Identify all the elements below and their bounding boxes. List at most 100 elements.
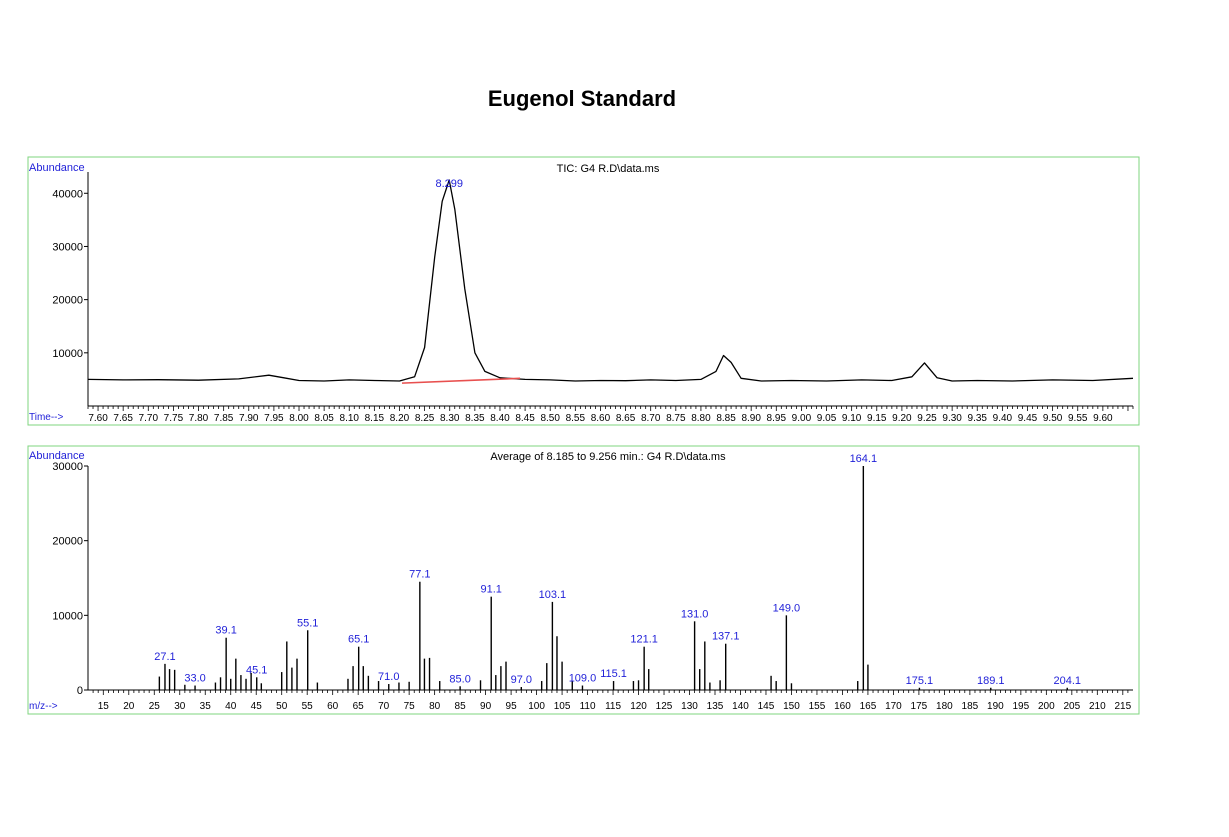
tic-x-tick-label: 9.55 — [1068, 413, 1088, 424]
tic-x-tick-label: 8.10 — [340, 413, 360, 424]
ms-peak-label: 55.1 — [297, 617, 318, 629]
ms-peak-label: 109.0 — [569, 673, 597, 685]
tic-x-tick-label: 8.35 — [465, 413, 485, 424]
ms-peak-label: 164.1 — [850, 453, 878, 465]
ms-x-tick-label: 65 — [353, 701, 365, 712]
ms-y-tick-label: 0 — [77, 685, 83, 697]
tic-x-tick-label: 8.40 — [490, 413, 510, 424]
ms-x-tick-label: 135 — [707, 701, 724, 712]
tic-x-tick-label: 7.80 — [189, 413, 209, 424]
ms-peak-label: 45.1 — [246, 664, 267, 676]
tic-frame — [27, 156, 1140, 426]
tic-x-tick-label: 8.25 — [415, 413, 435, 424]
tic-x-tick-label: 8.90 — [741, 413, 761, 424]
ms-x-tick-label: 205 — [1063, 701, 1080, 712]
ms-x-tick-label: 190 — [987, 701, 1004, 712]
tic-x-tick-label: 7.70 — [139, 413, 159, 424]
ms-x-tick-label: 210 — [1089, 701, 1106, 712]
tic-x-tick-label: 9.40 — [993, 413, 1013, 424]
ms-peak-label: 131.0 — [681, 608, 709, 620]
ms-x-tick-label: 185 — [962, 701, 979, 712]
ms-x-tick-label: 200 — [1038, 701, 1055, 712]
ms-y-tick-label: 30000 — [52, 461, 83, 473]
ms-peak-label: 137.1 — [712, 631, 740, 643]
ms-title: Average of 8.185 to 9.256 min.: G4 R.D\d… — [490, 451, 726, 463]
tic-title: TIC: G4 R.D\data.ms — [557, 163, 660, 175]
ms-x-tick-label: 35 — [200, 701, 212, 712]
ms-peak-label: 65.1 — [348, 634, 369, 646]
ms-y-tick-label: 10000 — [52, 610, 83, 622]
ms-y-axis-label: Abundance — [29, 450, 85, 462]
tic-x-tick-label: 9.20 — [892, 413, 912, 424]
ms-x-tick-label: 150 — [783, 701, 800, 712]
ms-x-tick-label: 20 — [123, 701, 135, 712]
ms-x-tick-label: 70 — [378, 701, 390, 712]
tic-x-tick-label: 9.00 — [792, 413, 812, 424]
ms-peak-label: 91.1 — [481, 584, 502, 596]
ms-peak-label: 39.1 — [215, 625, 236, 637]
tic-series-line — [87, 179, 1134, 382]
tic-x-tick-label: 8.95 — [767, 413, 787, 424]
ms-peak-label: 189.1 — [977, 675, 1005, 687]
tic-y-tick-label: 40000 — [52, 188, 83, 200]
ms-x-tick-label: 25 — [149, 701, 161, 712]
tic-x-tick-label: 8.50 — [540, 413, 560, 424]
tic-x-tick-label: 7.65 — [113, 413, 133, 424]
ms-x-tick-label: 85 — [455, 701, 467, 712]
tic-x-tick-label: 9.35 — [968, 413, 988, 424]
tic-x-tick-label: 9.30 — [942, 413, 962, 424]
tic-x-tick-label: 9.15 — [867, 413, 887, 424]
tic-x-tick-label: 7.95 — [264, 413, 284, 424]
tic-x-tick-label: 9.60 — [1093, 413, 1113, 424]
ms-peak-label: 77.1 — [409, 569, 430, 581]
ms-peak-label: 27.1 — [154, 651, 175, 663]
tic-x-tick-label: 9.45 — [1018, 413, 1038, 424]
tic-x-tick-label: 8.45 — [515, 413, 535, 424]
ms-x-tick-label: 160 — [834, 701, 851, 712]
tic-x-tick-label: 8.30 — [440, 413, 460, 424]
tic-x-tick-label: 8.20 — [390, 413, 410, 424]
ms-peak-label: 97.0 — [511, 674, 532, 686]
ms-peak-label: 85.0 — [449, 673, 470, 685]
tic-x-tick-label: 8.75 — [666, 413, 686, 424]
tic-integration-baseline — [401, 377, 521, 384]
ms-x-tick-label: 60 — [327, 701, 339, 712]
tic-x-tick-label: 9.50 — [1043, 413, 1063, 424]
ms-x-tick-label: 45 — [251, 701, 263, 712]
tic-x-tick-label: 7.90 — [239, 413, 259, 424]
ms-peak-label: 71.0 — [378, 671, 399, 683]
ms-x-tick-label: 140 — [732, 701, 749, 712]
tic-x-tick-label: 9.10 — [842, 413, 862, 424]
ms-x-tick-label: 170 — [885, 701, 902, 712]
tic-x-tick-label: 7.85 — [214, 413, 234, 424]
ms-x-tick-label: 155 — [809, 701, 826, 712]
ms-x-tick-label: 75 — [404, 701, 416, 712]
tic-x-tick-label: 7.75 — [164, 413, 184, 424]
ms-x-tick-label: 30 — [174, 701, 186, 712]
ms-peak-label: 149.0 — [773, 602, 801, 614]
ms-peak-label: 121.1 — [630, 634, 658, 646]
tic-x-tick-label: 8.60 — [591, 413, 611, 424]
ms-frame — [27, 445, 1140, 715]
ms-peak-label: 115.1 — [600, 668, 627, 680]
ms-x-tick-label: 145 — [758, 701, 775, 712]
ms-x-tick-label: 95 — [506, 701, 518, 712]
ms-x-tick-label: 15 — [98, 701, 110, 712]
ms-peak-label: 103.1 — [539, 589, 567, 601]
tic-x-tick-label: 8.00 — [289, 413, 309, 424]
tic-x-tick-label: 8.55 — [566, 413, 586, 424]
ms-x-tick-label: 175 — [911, 701, 928, 712]
ms-x-tick-label: 100 — [528, 701, 545, 712]
tic-x-tick-label: 9.25 — [917, 413, 937, 424]
ms-peak-label: 175.1 — [906, 675, 934, 687]
tic-x-tick-label: 8.15 — [365, 413, 385, 424]
ms-x-tick-label: 120 — [630, 701, 647, 712]
tic-x-tick-label: 7.60 — [88, 413, 108, 424]
ms-x-tick-label: 165 — [860, 701, 877, 712]
ms-y-tick-label: 20000 — [52, 536, 83, 548]
ms-x-tick-label: 55 — [302, 701, 314, 712]
ms-x-tick-label: 40 — [225, 701, 237, 712]
tic-x-tick-label: 8.80 — [691, 413, 711, 424]
tic-y-axis-label: Abundance — [29, 162, 85, 174]
